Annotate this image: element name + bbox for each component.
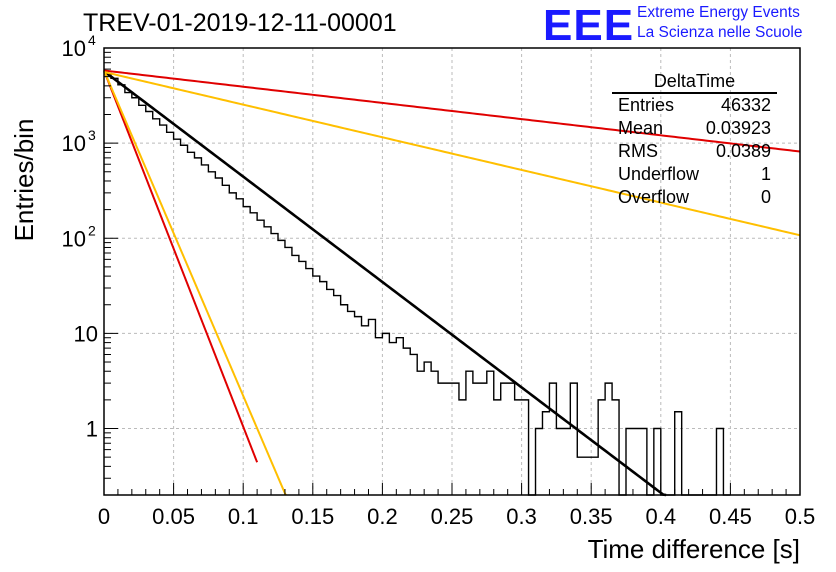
fit-curve xyxy=(103,69,801,153)
x-tick-label: 0.25 xyxy=(431,504,474,529)
y-tick-exponent: 4 xyxy=(88,32,96,48)
stats-box: DeltaTime Entries 46332 Mean 0.03923 RMS… xyxy=(612,70,777,209)
y-axis-label: Entries/bin xyxy=(9,119,39,242)
x-tick-label: 0.5 xyxy=(785,504,816,529)
y-tick-label: 10 xyxy=(74,321,98,346)
chart-title: TREV-01-2019-12-11-00001 xyxy=(83,9,397,37)
y-tick-label: 10 xyxy=(62,131,86,156)
stats-row-rms: RMS 0.0389 xyxy=(612,140,777,163)
stats-label: RMS xyxy=(618,141,658,161)
stats-title: DeltaTime xyxy=(612,70,777,94)
logo-line-2: La Scienza nelle Scuole xyxy=(637,24,803,41)
stats-row-mean: Mean 0.03923 xyxy=(612,117,777,140)
y-tick-label: 1 xyxy=(86,417,98,442)
axis-ticks xyxy=(103,47,801,496)
x-tick-label: 0.3 xyxy=(506,504,537,529)
x-tick-label: 0.45 xyxy=(709,504,752,529)
y-tick-exponent: 3 xyxy=(88,127,96,143)
x-tick-label: 0 xyxy=(98,504,110,529)
eee-logo: EEE xyxy=(543,1,635,50)
stats-label: Mean xyxy=(618,118,664,138)
stats-row-underflow: Underflow 1 xyxy=(612,163,777,186)
x-axis-label: Time difference [s] xyxy=(588,534,800,564)
x-tick-label: 0.2 xyxy=(367,504,398,529)
y-tick-label: 10 xyxy=(62,226,86,251)
logo-line-1: Extreme Energy Events xyxy=(637,4,800,21)
stats-label: Entries xyxy=(618,95,675,115)
x-tick-label: 0.15 xyxy=(291,504,334,529)
fit-curve xyxy=(103,70,259,463)
x-tick-label: 0.4 xyxy=(646,504,677,529)
logo-caption: Extreme Energy Events La Scienza nelle S… xyxy=(637,3,802,43)
stats-value: 46332 xyxy=(720,95,771,115)
fit-curve xyxy=(103,70,667,497)
fit-curve xyxy=(103,70,801,237)
fit-curve xyxy=(103,70,287,496)
stats-value: 0.03923 xyxy=(705,118,771,138)
y-tick-label: 10 xyxy=(62,36,86,61)
histogram xyxy=(104,72,731,496)
x-tick-label: 0.1 xyxy=(228,504,259,529)
x-tick-labels: 0 0.05 0.1 0.15 0.2 0.25 0.3 0.35 0.4 0.45 0.5 xyxy=(98,504,815,529)
stats-label: Underflow xyxy=(618,164,700,184)
stats-label: Overflow xyxy=(618,187,690,207)
y-tick-exponent: 2 xyxy=(88,222,96,238)
stats-value: 0 xyxy=(760,187,771,207)
stats-value: 1 xyxy=(760,164,771,184)
histogram-step xyxy=(104,72,731,496)
fit-curves xyxy=(103,69,801,497)
stats-row-entries: Entries 46332 xyxy=(612,94,777,117)
x-tick-label: 0.05 xyxy=(152,504,195,529)
x-tick-label: 0.35 xyxy=(570,504,613,529)
stats-value: 0.0389 xyxy=(715,141,771,161)
stats-row-overflow: Overflow 0 xyxy=(612,186,777,209)
